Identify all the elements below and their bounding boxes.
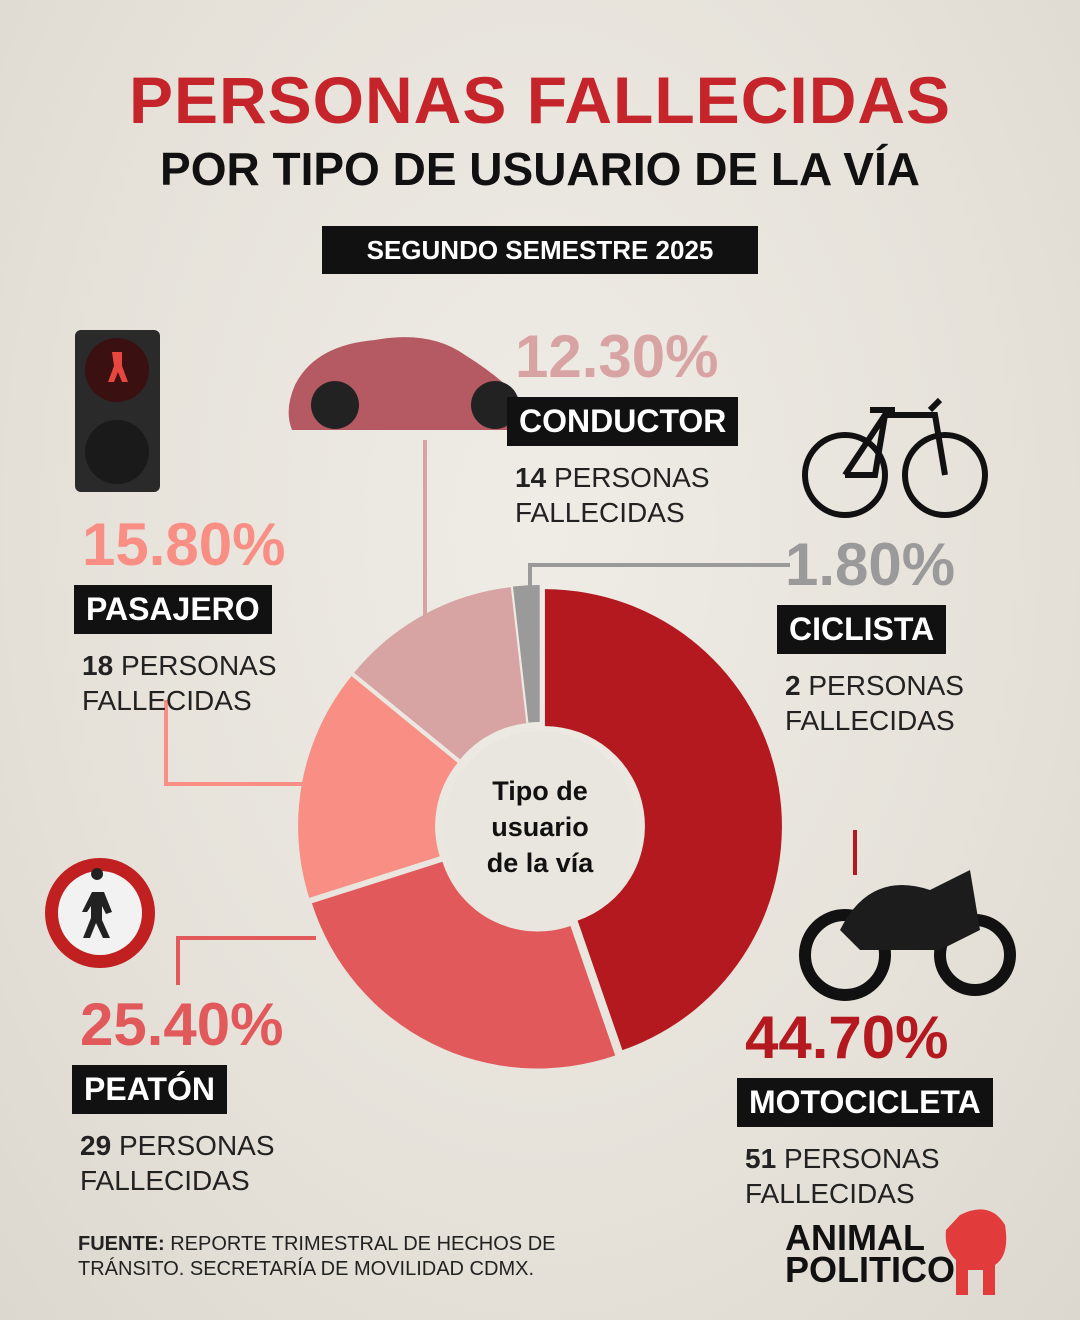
- period-badge: SEGUNDO SEMESTRE 2025: [322, 226, 758, 274]
- category-label: PEATÓN: [72, 1065, 227, 1114]
- category-label: MOTOCICLETA: [737, 1078, 993, 1127]
- label-block: 12.30% CONDUCTOR 14 PERSONAS FALLECIDAS: [507, 323, 739, 530]
- percent-label: 12.30%: [515, 323, 719, 390]
- logo-line: ANIMAL: [785, 1217, 925, 1258]
- category-wrap: CONDUCTOR: [507, 397, 739, 446]
- count-unit: PERSONAS FALLECIDAS: [82, 650, 277, 716]
- count-value: 29: [80, 1130, 112, 1161]
- percent-label: 44.70%: [745, 1004, 949, 1071]
- title: PERSONAS FALLECIDAS: [128, 63, 952, 137]
- category-wrap: MOTOCICLETA: [737, 1078, 993, 1127]
- count-label: 2 PERSONAS FALLECIDAS: [785, 668, 995, 738]
- category-label: PASAJERO: [74, 585, 272, 634]
- label-block: 44.70% MOTOCICLETA 51 PERSONAS FALLECIDAS: [737, 1004, 993, 1211]
- count-value: 51: [745, 1143, 777, 1174]
- category-wrap: CICLISTA: [777, 605, 995, 654]
- count-value: 18: [82, 650, 114, 681]
- car-wheel: [311, 381, 359, 429]
- donut-segment: [354, 587, 527, 760]
- bicycle-icon: [802, 397, 988, 518]
- source: FUENTE: REPORTE TRIMESTRAL DE HECHOS DE …: [78, 1232, 558, 1282]
- count-unit: PERSONAS FALLECIDAS: [785, 670, 964, 736]
- label-block: 25.40% PEATÓN 29 PERSONAS FALLECIDAS: [72, 991, 290, 1198]
- label-block: 1.80% CICLISTA 2 PERSONAS FALLECIDAS: [777, 531, 995, 738]
- center-label-box: Tipo de usuario de la vía: [440, 727, 640, 927]
- donut-segment: [311, 861, 616, 1069]
- count-label: 51 PERSONAS FALLECIDAS: [745, 1141, 955, 1211]
- percent-label: 1.80%: [785, 531, 956, 598]
- logo-line: POLITICO: [785, 1249, 955, 1290]
- category-label: CICLISTA: [777, 605, 947, 654]
- category-wrap: PEATÓN: [72, 1065, 290, 1114]
- source-text: REPORTE TRIMESTRAL DE HECHOS DE TRÁNSITO…: [78, 1233, 556, 1280]
- count-label: 29 PERSONAS FALLECIDAS: [80, 1128, 290, 1198]
- leader-line: [164, 700, 352, 786]
- count-label: 18 PERSONAS FALLECIDAS: [82, 648, 292, 718]
- subtitle: POR TIPO DE USUARIO DE LA VÍA: [160, 143, 920, 195]
- count-unit: PERSONAS FALLECIDAS: [515, 462, 710, 528]
- category-label: CONDUCTOR: [507, 397, 739, 446]
- donut-hole: [444, 731, 636, 923]
- donut-segment: [298, 676, 458, 898]
- count-value: 14: [515, 462, 547, 493]
- source-label: FUENTE:: [78, 1233, 165, 1255]
- traffic-light-off: [85, 420, 149, 484]
- count-unit: PERSONAS FALLECIDAS: [745, 1143, 940, 1209]
- label-block: 15.80% PASAJERO 18 PERSONAS FALLECIDAS: [74, 511, 292, 718]
- count-label: 14 PERSONAS FALLECIDAS: [515, 460, 725, 530]
- motorcycle-icon: [799, 870, 1016, 1001]
- center-label: Tipo de usuario de la vía: [486, 776, 594, 878]
- logo: ANIMAL POLITICO: [785, 1217, 955, 1290]
- count-value: 2: [785, 670, 801, 701]
- walker-figure: [108, 352, 128, 382]
- logo-icon: [945, 1209, 1007, 1295]
- leader-line: [176, 936, 316, 985]
- donut-segment: [512, 585, 540, 723]
- percent-label: 15.80%: [82, 511, 286, 578]
- percent-label: 25.40%: [80, 991, 284, 1058]
- donut-segment: [544, 589, 782, 1051]
- pedestrian-figure: [82, 868, 112, 938]
- count-unit: PERSONAS FALLECIDAS: [80, 1130, 275, 1196]
- category-wrap: PASAJERO: [74, 585, 292, 634]
